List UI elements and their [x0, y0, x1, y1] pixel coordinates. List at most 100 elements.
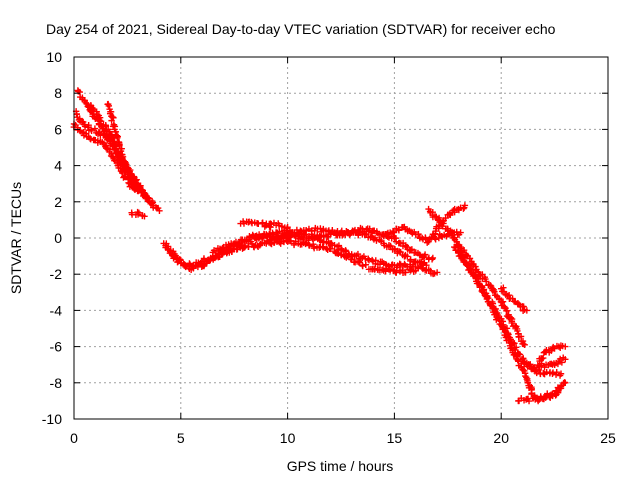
- data-point: [521, 341, 528, 348]
- data-point: [339, 231, 347, 238]
- x-tick-label: 25: [600, 430, 616, 446]
- x-tick-label: 5: [177, 430, 185, 446]
- data-point: [86, 135, 94, 142]
- series-track-v: [536, 342, 569, 365]
- y-tick-label: -4: [50, 302, 63, 318]
- data-point: [334, 228, 341, 235]
- data-point: [404, 253, 411, 260]
- data-point: [402, 269, 409, 276]
- data-point: [534, 396, 541, 403]
- data-point: [117, 147, 125, 155]
- series-track-e: [104, 100, 142, 195]
- data-point: [513, 325, 521, 333]
- data-point: [514, 300, 522, 307]
- data-point: [267, 240, 274, 247]
- data-point: [387, 242, 394, 250]
- data-point: [165, 246, 172, 254]
- data-point: [503, 307, 510, 314]
- data-point: [451, 243, 458, 251]
- y-tick-label: 6: [54, 121, 62, 137]
- data-point: [395, 226, 402, 233]
- data-point: [327, 245, 334, 253]
- axis-ticks: 0 5 10 15 20 25 -10 -8 -6 -4 -2 0 2 4 6 8 10: [42, 49, 616, 446]
- data-point: [527, 361, 534, 368]
- data-point: [302, 240, 309, 248]
- data-point: [487, 301, 494, 308]
- data-point: [553, 369, 560, 376]
- y-tick-label: -10: [42, 411, 62, 427]
- x-tick-label: 20: [493, 430, 509, 446]
- data-point: [486, 282, 494, 289]
- data-point: [423, 261, 430, 269]
- data-point: [278, 223, 286, 230]
- data-point: [499, 298, 507, 305]
- data-point: [491, 288, 498, 295]
- data-point: [553, 388, 560, 395]
- data-point: [114, 133, 121, 140]
- y-tick-label: 8: [54, 85, 62, 101]
- data-point: [108, 117, 115, 124]
- data-point: [134, 187, 142, 195]
- data-point: [119, 169, 126, 177]
- data-point: [547, 391, 555, 398]
- y-tick-label: -8: [50, 375, 63, 391]
- data-point: [429, 254, 437, 262]
- y-tick-label: 2: [54, 194, 62, 210]
- y-tick-label: -6: [50, 339, 63, 355]
- data-point: [557, 383, 565, 390]
- data-point: [562, 356, 569, 363]
- data-point: [144, 194, 152, 201]
- data-points: [70, 87, 569, 405]
- y-tick-label: 0: [54, 230, 62, 246]
- data-point: [347, 230, 354, 237]
- data-point: [511, 322, 519, 329]
- data-point: [359, 262, 366, 270]
- y-axis-label: SDTVAR / TECUs: [8, 182, 24, 294]
- chart-title: Day 254 of 2021, Sidereal Day-to-day VTE…: [46, 21, 556, 37]
- x-tick-label: 15: [387, 430, 403, 446]
- data-point: [177, 256, 184, 264]
- data-point: [408, 246, 416, 253]
- data-point: [182, 262, 189, 269]
- data-point: [467, 266, 474, 273]
- data-point: [156, 207, 163, 215]
- data-point: [97, 117, 104, 125]
- data-point: [91, 125, 99, 132]
- data-point: [474, 275, 482, 283]
- data-point: [557, 370, 565, 377]
- data-point: [507, 314, 515, 322]
- data-point: [415, 230, 422, 238]
- series-track-l: [267, 219, 291, 232]
- data-point: [116, 141, 123, 148]
- data-point: [442, 214, 449, 222]
- data-point: [112, 128, 119, 136]
- data-point: [461, 202, 469, 209]
- data-point: [319, 243, 326, 250]
- data-point: [105, 102, 113, 110]
- data-point: [306, 242, 313, 249]
- series-track-p: [425, 228, 464, 244]
- data-point: [423, 239, 431, 246]
- series-track-j: [263, 224, 437, 263]
- data-point: [508, 319, 515, 327]
- data-point: [460, 205, 467, 212]
- data-point: [355, 228, 363, 236]
- data-point: [255, 234, 263, 241]
- data-point: [284, 231, 292, 238]
- data-point: [276, 228, 283, 235]
- data-point: [433, 269, 441, 276]
- data-point: [539, 354, 547, 362]
- data-point: [263, 231, 270, 239]
- data-point: [354, 250, 362, 258]
- x-axis-label: GPS time / hours: [287, 458, 394, 474]
- data-point: [407, 246, 414, 254]
- series-track-w: [515, 379, 569, 405]
- data-point: [366, 225, 373, 233]
- x-tick-label: 10: [280, 430, 296, 446]
- data-point: [88, 127, 95, 135]
- series-track-s: [489, 286, 528, 348]
- data-point: [243, 237, 250, 244]
- data-point: [460, 246, 468, 254]
- series-track-f: [128, 208, 148, 220]
